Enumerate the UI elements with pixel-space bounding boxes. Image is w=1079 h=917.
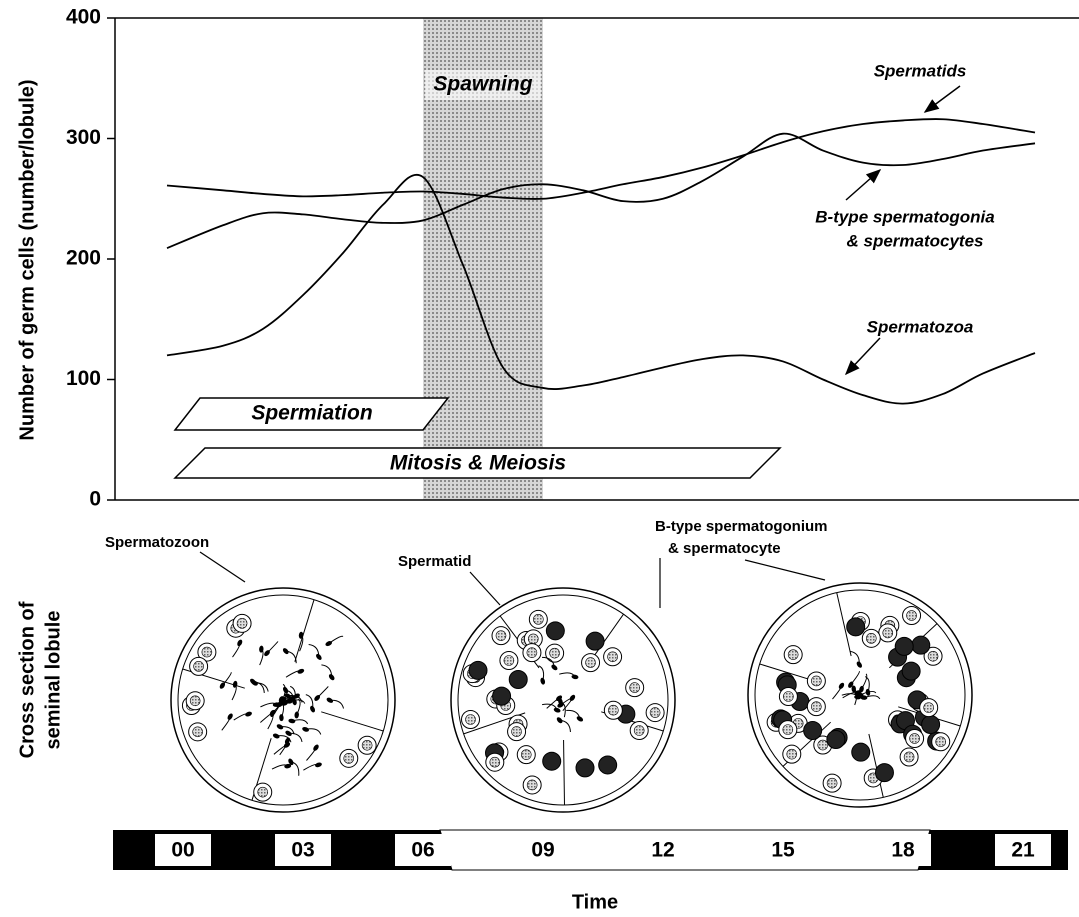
cell-label: Spermatid: [398, 553, 471, 570]
cell: [586, 632, 604, 650]
x-tick-label: 00: [171, 839, 194, 862]
x-tick-label: 09: [531, 839, 554, 862]
phase-label: Spermiation: [251, 402, 372, 425]
nucleus: [190, 696, 200, 706]
x-tick-label: 18: [891, 839, 915, 862]
nucleus: [490, 757, 500, 767]
nucleus: [827, 778, 837, 788]
nucleus: [237, 618, 247, 628]
nucleus: [818, 740, 828, 750]
nucleus: [630, 683, 640, 693]
pointer: [470, 572, 500, 605]
x-tick-label: 15: [771, 839, 795, 862]
series-label: Spermatozoa: [867, 317, 974, 336]
nucleus: [521, 750, 531, 760]
cell: [827, 731, 845, 749]
cell: [546, 622, 564, 640]
nucleus: [904, 752, 914, 762]
x-axis-title: Time: [572, 891, 618, 913]
nucleus: [634, 725, 644, 735]
nucleus: [527, 780, 537, 790]
arrow: [925, 86, 960, 112]
y-tick-label: 400: [66, 6, 101, 29]
nucleus: [811, 702, 821, 712]
nucleus: [533, 614, 543, 624]
cell: [599, 756, 617, 774]
nucleus: [527, 648, 537, 658]
series-line: [167, 119, 1035, 199]
lobule-label: seminal lobule: [42, 611, 64, 750]
nucleus: [362, 740, 372, 750]
nucleus: [550, 648, 560, 658]
series-label: B-type spermatogonia: [815, 207, 994, 226]
chart-area: Spawning 0 100 200 300 400: [66, 6, 1079, 511]
nucleus: [258, 787, 268, 797]
cell: [895, 637, 913, 655]
nucleus: [883, 628, 893, 638]
nucleus: [811, 676, 821, 686]
nucleus: [787, 749, 797, 759]
nucleus: [608, 652, 618, 662]
cell: [804, 722, 822, 740]
y-tick-label: 0: [89, 488, 101, 511]
nucleus: [907, 611, 917, 621]
nucleus: [910, 734, 920, 744]
y-tick-label: 100: [66, 367, 101, 390]
cell-label: B-type spermatogonium: [655, 518, 828, 535]
series-label: & spermatocytes: [846, 231, 983, 250]
figure: Spawning 0 100 200 300 400 Number of germ cel…: [0, 0, 1079, 917]
cell: [543, 752, 561, 770]
cell: [922, 715, 940, 733]
x-tick-label: 03: [291, 839, 314, 862]
nucleus: [586, 658, 596, 668]
cell: [493, 687, 511, 705]
nucleus: [528, 634, 538, 644]
nucleus: [466, 715, 476, 725]
nucleus: [788, 650, 798, 660]
nucleus: [608, 705, 618, 715]
nucleus: [496, 631, 506, 641]
nucleus: [504, 655, 514, 665]
cell-label: Spermatozoon: [105, 534, 209, 551]
nucleus: [783, 692, 793, 702]
y-tick-label: 300: [66, 126, 101, 149]
nucleus: [194, 661, 204, 671]
cell-label: & spermatocyte: [668, 540, 781, 557]
arrow: [846, 170, 880, 200]
nucleus: [344, 753, 354, 763]
x-tick-label: 21: [1011, 839, 1035, 862]
nucleus: [202, 647, 212, 657]
cell: [875, 764, 893, 782]
cell: [847, 618, 865, 636]
x-tick-label: 12: [651, 839, 674, 862]
y-tick-label: 200: [66, 247, 101, 270]
x-tick-label: 06: [411, 839, 434, 862]
nucleus: [924, 703, 934, 713]
cell: [469, 661, 487, 679]
lobule-label: Cross section of: [16, 601, 38, 758]
cell: [509, 670, 527, 688]
lobule-wall: [451, 588, 675, 812]
nucleus: [866, 633, 876, 643]
nucleus: [650, 708, 660, 718]
cell: [852, 743, 870, 761]
nucleus: [783, 725, 793, 735]
arrow: [846, 338, 880, 374]
phase-label: Mitosis & Meiosis: [390, 452, 566, 475]
lobule-diagrams: [171, 583, 972, 812]
cell: [902, 662, 920, 680]
spawning-label: Spawning: [433, 73, 532, 96]
nucleus: [928, 651, 938, 661]
pointer: [200, 552, 245, 582]
pointer: [745, 560, 825, 580]
nucleus: [512, 727, 522, 737]
series-label: Spermatids: [874, 61, 967, 80]
cell: [576, 759, 594, 777]
nucleus: [193, 727, 203, 737]
cell: [912, 636, 930, 654]
y-axis-title: Number of germ cells (number/lobule): [16, 79, 38, 440]
nucleus: [936, 737, 946, 747]
